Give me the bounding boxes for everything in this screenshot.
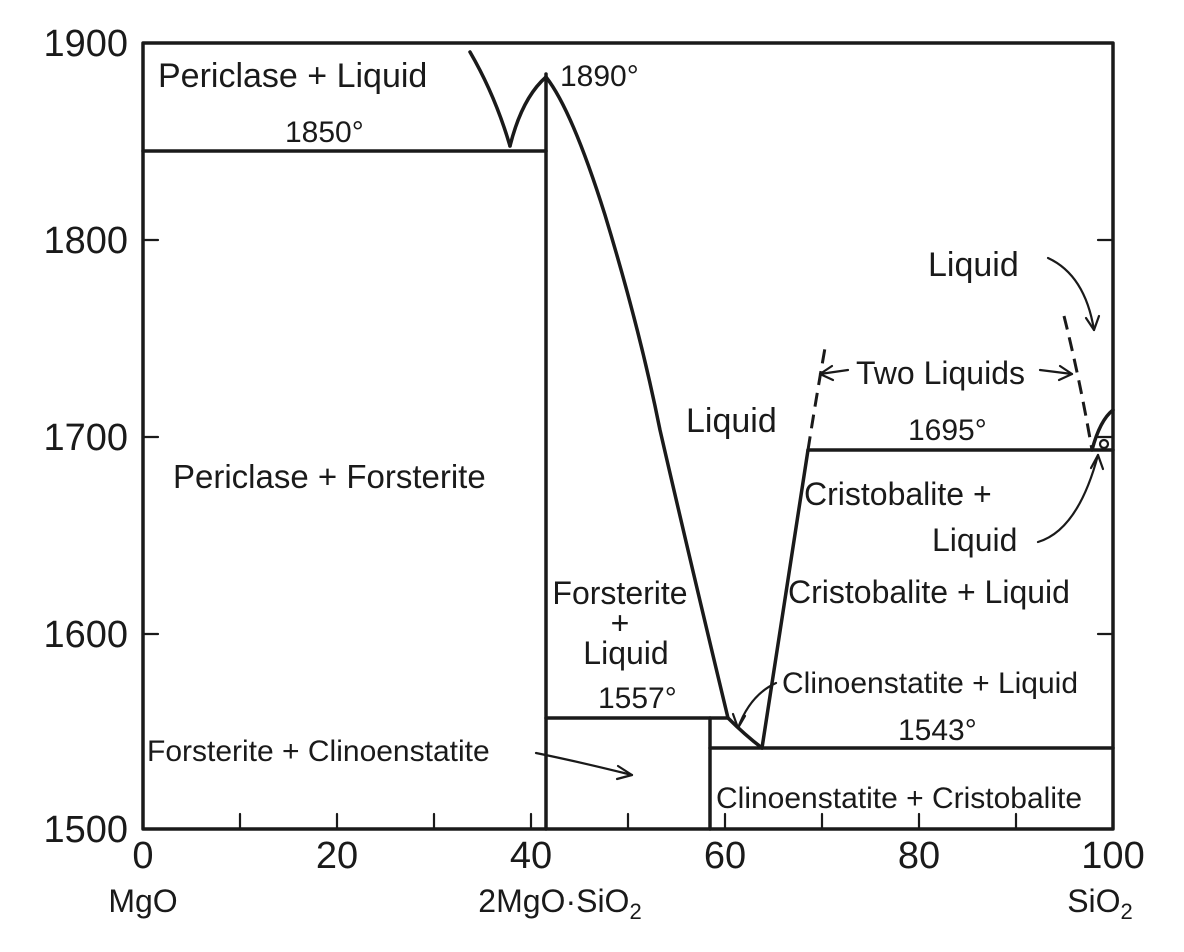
component-sio2-sub: 2 bbox=[1121, 899, 1133, 924]
periclase-liquidus bbox=[468, 50, 512, 148]
y-tick-1800: 1800 bbox=[43, 220, 128, 262]
component-sio2-main: SiO bbox=[1067, 883, 1120, 919]
arrow-two-liquids-left bbox=[818, 368, 850, 376]
y-tick-1700: 1700 bbox=[43, 417, 128, 459]
arrowhead-two-liquids-left bbox=[818, 364, 835, 382]
x-tick-20: 20 bbox=[316, 835, 358, 877]
region-forsterite-line2: Liquid bbox=[583, 635, 668, 671]
arrow-two-liquids-right bbox=[1038, 368, 1074, 376]
x-tick-60: 60 bbox=[704, 835, 746, 877]
forsterite-left-liquidus bbox=[508, 75, 548, 148]
region-two-liquids: Two Liquids bbox=[856, 355, 1025, 391]
arrow-liquid-top bbox=[1046, 256, 1096, 332]
temp-1695: 1695° bbox=[908, 414, 987, 447]
region-liquid-top: Liquid bbox=[928, 246, 1019, 284]
region-forsterite-line1: Forsterite bbox=[552, 575, 687, 611]
x-tick-marks bbox=[238, 812, 1018, 831]
temp-1543: 1543° bbox=[898, 714, 977, 747]
region-cristobalite-liquid-small-2: Liquid bbox=[932, 522, 1017, 558]
y-tick-1600: 1600 bbox=[43, 614, 128, 656]
cristobalite-liquidus bbox=[760, 448, 810, 750]
component-forsterite-main: 2MgO·SiO bbox=[478, 883, 629, 919]
arrowhead-two-liquids-right bbox=[1057, 364, 1074, 382]
region-periclase-liquid: Periclase + Liquid bbox=[158, 57, 427, 95]
clinoenstatite-liquidus bbox=[726, 716, 764, 750]
region-clinoenstatite-liquid: Clinoenstatite + Liquid bbox=[782, 667, 1078, 700]
component-forsterite-formula: 2MgO·SiO2 bbox=[478, 883, 641, 924]
region-cristobalite-liquid-small-1: Cristobalite + bbox=[804, 476, 992, 512]
sio2-liquidus bbox=[1090, 408, 1115, 452]
y-tick-1500: 1500 bbox=[43, 809, 128, 851]
arrow-cristobalite-liquid-small bbox=[1036, 453, 1100, 544]
x-tick-100: 100 bbox=[1081, 835, 1144, 877]
temp-1890: 1890° bbox=[560, 60, 639, 93]
arrowhead-cristobalite-liquid-small bbox=[1089, 453, 1105, 471]
region-cristobalite-liquid: Cristobalite + Liquid bbox=[788, 574, 1070, 610]
x-tick-80: 80 bbox=[898, 835, 940, 877]
two-liquid-boundary-left bbox=[806, 347, 827, 451]
component-forsterite-sub: 2 bbox=[629, 899, 641, 924]
two-liquid-boundary-right bbox=[1062, 315, 1094, 451]
region-periclase-forsterite: Periclase + Forsterite bbox=[173, 458, 486, 495]
y-tick-marks bbox=[141, 238, 1115, 636]
arrowhead-forsterite-clinoenstatite bbox=[615, 764, 634, 781]
arrowhead-liquid-top bbox=[1084, 314, 1101, 332]
forsterite-right-liquidus bbox=[544, 75, 730, 720]
region-forsterite-plus: + bbox=[611, 605, 630, 641]
temp-1557: 1557° bbox=[598, 682, 677, 715]
x-tick-40: 40 bbox=[510, 835, 552, 877]
region-forsterite-clinoenstatite: Forsterite + Clinoenstatite bbox=[147, 735, 490, 768]
temp-1850: 1850° bbox=[285, 116, 364, 149]
y-tick-1900: 1900 bbox=[43, 23, 128, 65]
component-mgo: MgO bbox=[108, 883, 177, 919]
arrowhead-clinoenstatite-liquid bbox=[731, 712, 747, 730]
arrow-forsterite-clinoenstatite bbox=[534, 751, 634, 777]
region-clinoenstatite-cristobalite: Clinoenstatite + Cristobalite bbox=[716, 782, 1082, 815]
x-tick-0: 0 bbox=[132, 835, 153, 877]
region-liquid-center: Liquid bbox=[686, 402, 777, 440]
tridymite-point-marker bbox=[1098, 438, 1110, 450]
component-sio2: SiO2 bbox=[1067, 883, 1133, 924]
